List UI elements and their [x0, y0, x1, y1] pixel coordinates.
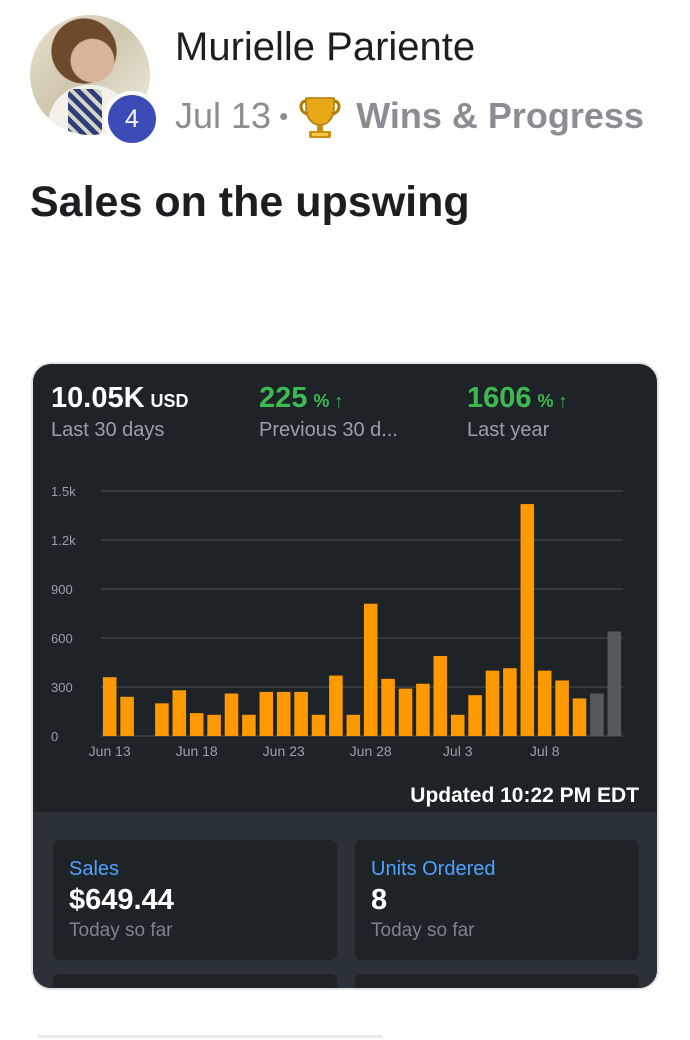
kpi-value: 1606 — [467, 382, 532, 414]
kpi-previous-30-days: 225% ↑ Previous 30 d... — [259, 382, 398, 442]
chart-bar — [155, 703, 169, 736]
sales-bar-chart: 0 300 600 900 1.2k 1.5k Jun 13 Jun 18 Jun 23 Jun … — [51, 484, 623, 759]
y-tick-label: 0 — [51, 729, 58, 744]
chart-bar — [294, 691, 308, 736]
chart-bar — [259, 691, 274, 736]
chart-bar — [363, 603, 378, 736]
y-tick-label: 600 — [51, 631, 73, 646]
y-tick-label: 900 — [51, 582, 73, 597]
chart-bar — [242, 714, 256, 736]
card-stub — [355, 974, 639, 988]
post-image[interactable]: 10.05K USD Last 30 days 225% ↑ Previous 3… — [31, 362, 659, 990]
kpi-unit: % ↑ — [313, 391, 344, 411]
chart-bar — [503, 668, 517, 736]
card-sub: Today so far — [371, 920, 475, 941]
kpi-unit: % ↑ — [537, 391, 568, 411]
x-tick-label: Jun 13 — [89, 743, 131, 759]
chart-bar — [450, 714, 465, 736]
kpi-unit: USD — [150, 391, 189, 411]
chart-bar — [433, 655, 448, 736]
chart-bar — [398, 688, 413, 736]
chart-bar — [311, 714, 326, 736]
card-label: Sales — [69, 858, 120, 880]
author-name[interactable]: Murielle Pariente — [175, 25, 476, 69]
updated-timestamp: Updated 10:22 PM EDT — [410, 784, 639, 807]
post-title: Sales on the upswing — [30, 178, 470, 226]
y-tick-label: 300 — [51, 680, 73, 695]
units-ordered-card[interactable]: Units Ordered 8 Today so far — [355, 840, 639, 960]
chart-bar — [555, 680, 569, 736]
chart-bar — [207, 714, 221, 736]
kpi-label: Last 30 days — [51, 419, 165, 441]
chart-bar — [276, 691, 291, 736]
chart-bar — [468, 695, 482, 736]
x-tick-label: Jul 3 — [443, 743, 473, 759]
chart-bar — [224, 693, 239, 736]
post-date[interactable]: Jul 13 — [175, 95, 272, 136]
kpi-label: Last year — [467, 419, 550, 441]
kpi-value: 225 — [259, 382, 308, 414]
chart-bar — [537, 670, 552, 736]
sales-card[interactable]: Sales $649.44 Today so far — [53, 840, 337, 960]
kpi-label: Previous 30 d... — [259, 419, 398, 441]
kpi-value: 10.05K — [51, 382, 145, 414]
chart-bar — [590, 693, 604, 736]
chart-bar — [485, 670, 500, 736]
y-tick-label: 1.5k — [51, 484, 76, 499]
card-stub — [53, 974, 337, 988]
card-value: 8 — [371, 884, 388, 916]
x-tick-label: Jun 23 — [263, 743, 305, 759]
chart-bar — [102, 677, 117, 736]
chart-bar — [520, 504, 535, 736]
kpi-last-30-days: 10.05K USD Last 30 days — [51, 382, 189, 442]
chart-bar — [416, 683, 430, 736]
trophy-icon — [299, 97, 341, 138]
level-badge: 4 — [104, 91, 160, 147]
chart-bar — [381, 678, 395, 736]
x-tick-label: Jun 28 — [350, 743, 392, 759]
post-meta: Jul 13 • Wins & Progress — [175, 92, 644, 140]
chart-bar — [120, 696, 134, 736]
meta-separator: • — [279, 100, 289, 131]
kpi-last-year: 1606% ↑ Last year — [467, 382, 568, 442]
chart-bar — [346, 714, 361, 736]
x-tick-label: Jul 8 — [530, 743, 560, 759]
chart-bar — [607, 631, 622, 736]
chart-bar — [329, 675, 343, 736]
y-tick-label: 1.2k — [51, 533, 76, 548]
next-content-divider — [38, 1035, 383, 1038]
card-sub: Today so far — [69, 920, 173, 941]
chart-bar — [572, 698, 587, 736]
category-link[interactable]: Wins & Progress — [356, 95, 644, 136]
card-value: $649.44 — [69, 884, 174, 916]
x-tick-label: Jun 18 — [176, 743, 218, 759]
card-label: Units Ordered — [371, 858, 496, 880]
chart-bar — [189, 713, 204, 736]
chart-bar — [172, 690, 187, 736]
